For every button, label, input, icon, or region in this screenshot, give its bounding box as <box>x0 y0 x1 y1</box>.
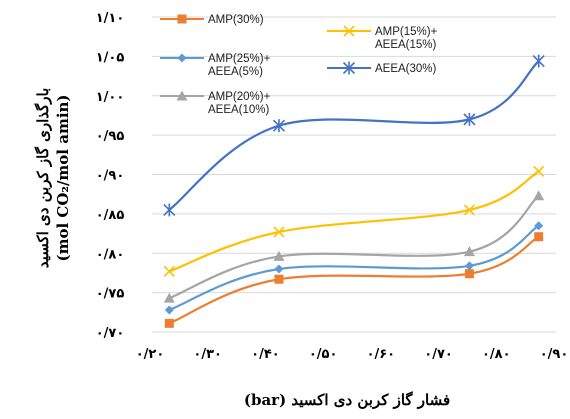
data-point <box>163 203 176 217</box>
legend-marker <box>176 90 188 101</box>
y-axis-title-line1: بارگذاری گاز کربن دی اکسید <box>34 88 52 269</box>
y-axis-title-line2: (mol CO₂/mol amin) <box>54 94 72 261</box>
legend-entry: AMP(15%)+ AEEA(15%) <box>327 25 438 51</box>
data-point <box>164 305 174 315</box>
data-point <box>463 112 476 126</box>
data-point <box>272 119 286 133</box>
x-axis-title: فشار گاز کربن دی اکسید (bar) <box>244 391 450 409</box>
series-0 <box>164 232 544 328</box>
data-point <box>164 318 174 328</box>
data-point <box>463 204 475 216</box>
legend-label: AMP(25%)+ AEEA(5%) <box>208 53 271 78</box>
legend-entry: AMP(25%)+ AEEA(5%) <box>160 53 271 78</box>
y-tick-label: ۰/۸۰ <box>96 247 125 262</box>
grid <box>152 16 556 333</box>
legend-marker <box>342 61 356 75</box>
data-point <box>274 264 284 274</box>
x-tick-label: ۰/۷۰ <box>424 347 453 362</box>
y-tick-label: ۰/۸۵ <box>96 208 125 223</box>
x-tick-label: ۰/۶۰ <box>367 347 396 362</box>
x-tick-label: ۰/۴۰ <box>251 347 280 362</box>
legend-entry: AMP(20%)+ AEEA(10%) <box>160 90 271 116</box>
data-point <box>534 221 544 231</box>
legend-label: AMP(15%)+ AEEA(15%) <box>375 26 438 51</box>
data-point <box>532 54 545 68</box>
series-2 <box>163 190 545 303</box>
x-tick-label: ۰/۳۰ <box>193 347 222 362</box>
data-point <box>163 265 175 277</box>
series-line <box>168 235 540 325</box>
y-tick-label: ۱/۰۵ <box>96 50 125 65</box>
data-point <box>533 190 545 201</box>
legend-label: AMP(30%) <box>208 14 264 26</box>
y-tick-label: ۰/۹۰ <box>96 169 125 184</box>
series-line <box>168 170 540 273</box>
x-tick-label: ۰/۵۰ <box>309 347 338 362</box>
series-4 <box>163 54 545 217</box>
data-point <box>534 232 544 242</box>
data-point <box>273 226 285 238</box>
data-point <box>463 246 475 257</box>
series-line <box>168 194 540 300</box>
x-tick-label: ۰/۹۰ <box>540 347 569 362</box>
data-point <box>273 250 285 261</box>
series-3 <box>163 165 545 277</box>
data-point <box>533 165 545 177</box>
x-tick-label: ۰/۸۰ <box>482 347 511 362</box>
legend-marker <box>177 53 187 63</box>
legend-marker <box>177 14 187 24</box>
x-tick-labels: ۰/۲۰ ۰/۳۰ ۰/۴۰ ۰/۵۰ ۰/۶۰ ۰/۷۰ ۰/۸۰ ۰/۹۰ <box>136 347 569 362</box>
legend: AMP(30%) AMP(25%)+ AEEA(5%) AMP(20%)+ AEEA(1… <box>160 14 438 116</box>
data-point <box>274 274 284 284</box>
y-tick-labels: ۰/۷۰ ۰/۷۵ ۰/۸۰ ۰/۸۵ ۰/۹۰ ۰/۹۵ ۱/۰۰ ۱/۰۵ ۱/۱۰ <box>96 11 125 341</box>
data-point <box>464 269 474 279</box>
y-tick-label: ۰/۹۵ <box>96 129 125 144</box>
legend-entry: AEEA(30%) <box>327 61 437 75</box>
series-1 <box>164 221 544 315</box>
legend-label: AMP(20%)+ AEEA(10%) <box>208 91 271 116</box>
series-line <box>168 60 540 211</box>
y-tick-label: ۰/۷۰ <box>96 326 125 341</box>
legend-entry: AMP(30%) <box>160 14 264 26</box>
data-point <box>163 292 175 303</box>
data-point <box>464 261 474 271</box>
legend-label: AEEA(30%) <box>375 63 437 75</box>
legend-marker <box>343 25 355 37</box>
series-line <box>168 224 540 311</box>
plot-area <box>163 54 545 328</box>
y-tick-label: ۱/۱۰ <box>96 11 125 26</box>
x-tick-label: ۰/۲۰ <box>136 347 165 362</box>
y-tick-label: ۰/۷۵ <box>96 287 125 302</box>
y-tick-label: ۱/۰۰ <box>96 90 125 105</box>
